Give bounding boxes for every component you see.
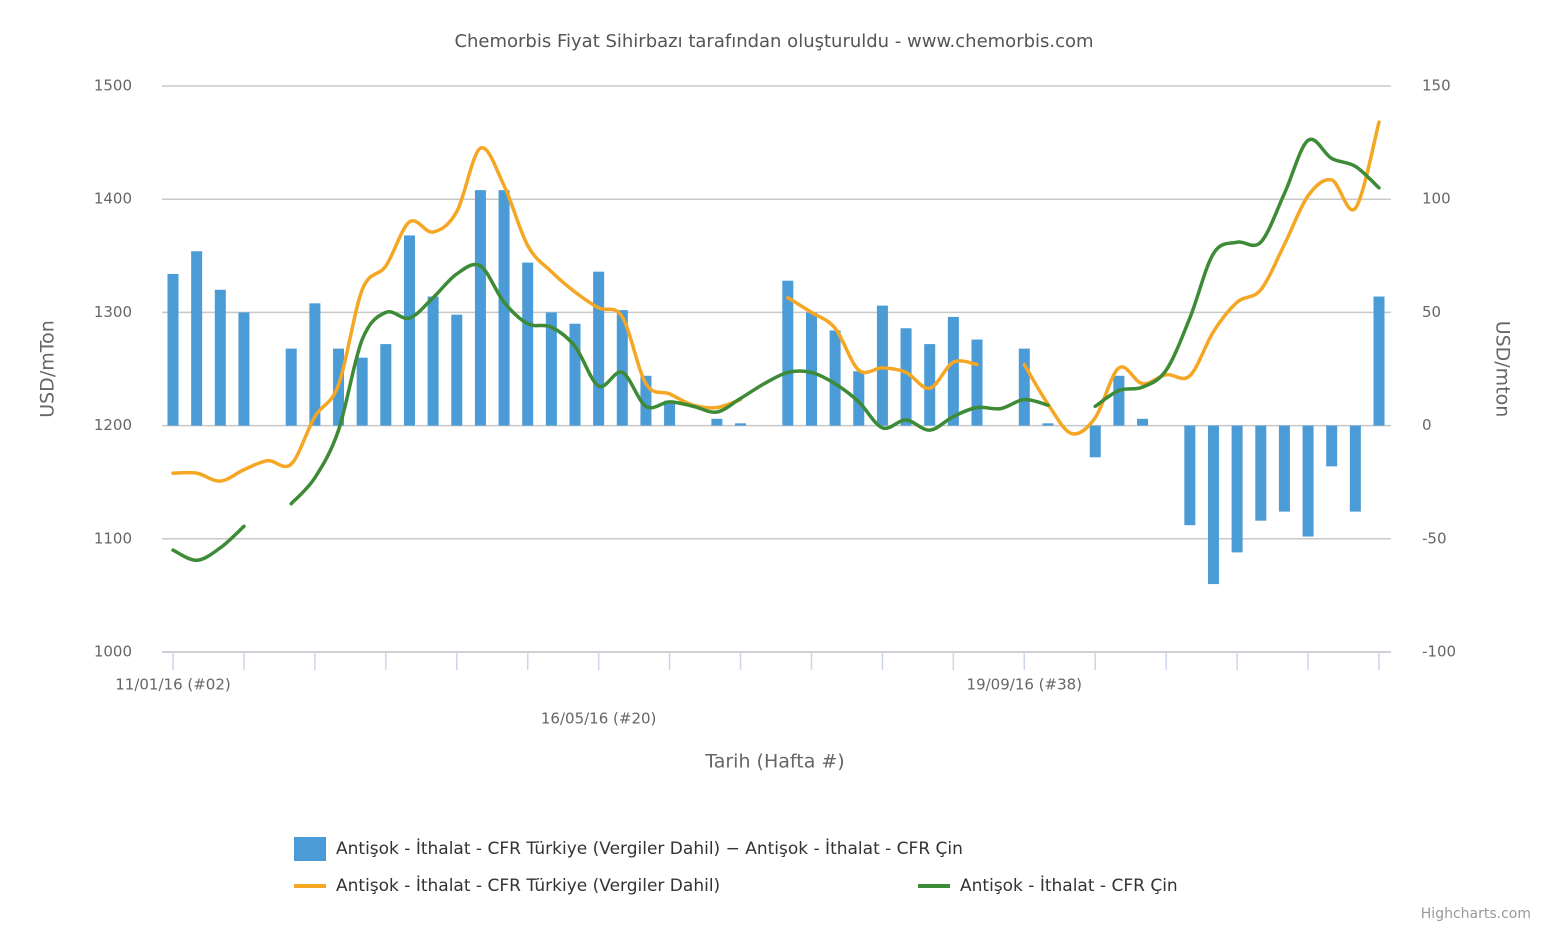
bar (1302, 425, 1314, 537)
bar (522, 262, 534, 426)
y2-tick-label: 150 (1422, 77, 1451, 95)
y2-tick-label: 0 (1422, 416, 1432, 434)
bar (1255, 425, 1267, 521)
bar (1207, 425, 1219, 585)
bar (664, 400, 676, 426)
bar (238, 312, 250, 426)
bar (900, 328, 912, 426)
line (171, 120, 1381, 483)
bar (711, 418, 723, 426)
bar (1089, 425, 1101, 458)
bar (309, 303, 321, 426)
credits: Highcharts.com (1421, 906, 1531, 922)
y-tick-label: 1400 (94, 190, 132, 208)
y2-tick-label: 100 (1422, 190, 1451, 208)
bar (1137, 418, 1149, 426)
x-axis-title: Tarih (Hafta #) (704, 751, 844, 773)
y-tick-label: 1100 (94, 529, 132, 547)
bar (971, 339, 983, 426)
bar (356, 357, 368, 426)
bar (191, 251, 203, 426)
bar (569, 323, 581, 426)
y-tick-label: 1000 (94, 643, 132, 661)
bar (616, 310, 628, 426)
bar (167, 273, 179, 426)
y-tick-label: 1500 (94, 77, 132, 95)
bar (1042, 423, 1054, 426)
y2-tick-label: -100 (1422, 643, 1456, 661)
bar (853, 371, 865, 426)
bar (1349, 425, 1361, 512)
bar (1018, 348, 1030, 426)
x-tick-label: 16/05/16 (#20) (541, 710, 657, 728)
bar (1184, 425, 1196, 526)
legend-label: Antişok - İthalat - CFR Çin (960, 875, 1178, 896)
legend-symbol (294, 837, 326, 861)
y2-tick-label: 50 (1422, 303, 1441, 321)
x-tick-label: 19/09/16 (#38) (967, 676, 1083, 694)
y-axis-title: USD/mTon (37, 320, 59, 418)
bar (285, 348, 297, 426)
bar (782, 280, 794, 426)
legend-label: Antişok - İthalat - CFR Türkiye (Vergile… (336, 838, 963, 859)
bar (876, 305, 888, 426)
bar (735, 423, 747, 426)
bar (451, 314, 463, 426)
bar (545, 312, 557, 426)
bar (1326, 425, 1338, 467)
bar (829, 330, 841, 426)
bar (947, 316, 959, 426)
bar (1373, 296, 1385, 426)
bar (1231, 425, 1243, 553)
y-tick-label: 1300 (94, 303, 132, 321)
bar (924, 344, 936, 426)
bar (427, 296, 439, 426)
y2-tick-label: -50 (1422, 529, 1447, 547)
bar (1278, 425, 1290, 512)
bar (593, 271, 605, 426)
y-tick-label: 1200 (94, 416, 132, 434)
bar (640, 375, 652, 426)
line (171, 137, 1381, 563)
legend-label: Antişok - İthalat - CFR Türkiye (Vergile… (336, 875, 720, 896)
bar (214, 289, 226, 426)
y2-axis-title: USD/mton (1492, 321, 1514, 418)
bar (498, 190, 510, 426)
bar (474, 190, 486, 426)
bar (403, 235, 415, 426)
bar (380, 344, 392, 426)
bar (805, 312, 817, 426)
chart-title: Chemorbis Fiyat Sihirbazı tarafından olu… (454, 31, 1093, 52)
x-tick-label: 11/01/16 (#02) (115, 676, 231, 694)
bar (1113, 375, 1125, 426)
